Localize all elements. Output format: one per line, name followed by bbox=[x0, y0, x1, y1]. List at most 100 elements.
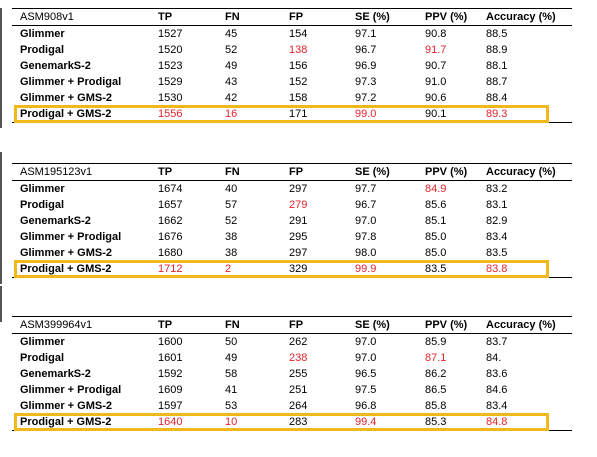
table-cell: 42 bbox=[225, 92, 238, 104]
table-cell: 295 bbox=[289, 231, 308, 243]
table-cell: 1676 bbox=[158, 231, 183, 243]
table-cell: 50 bbox=[225, 336, 238, 348]
table-cell: 52 bbox=[225, 215, 238, 227]
method-name: Glimmer + Prodigal bbox=[20, 231, 122, 243]
table-cell: 1609 bbox=[158, 384, 183, 396]
method-name: Glimmer + Prodigal bbox=[20, 384, 122, 396]
table-cell: 1597 bbox=[158, 400, 183, 412]
table-header-row: ASM195123v1 TP FN FP SE (%) PPV (%) Accuracy (… bbox=[12, 163, 572, 181]
table-row: Prodigal 1601 49 238 97.0 87.1 84. bbox=[12, 350, 572, 366]
table-cell: 98.0 bbox=[355, 247, 377, 259]
table-cell: 49 bbox=[225, 352, 238, 364]
left-divider-2 bbox=[0, 152, 2, 284]
column-header: FN bbox=[225, 319, 240, 331]
table-cell: 283 bbox=[289, 416, 308, 428]
table-cell: 96.5 bbox=[355, 368, 377, 380]
table-cell: 87.1 bbox=[425, 352, 447, 364]
column-header: FP bbox=[289, 166, 304, 178]
table-cell: 85.3 bbox=[425, 416, 447, 428]
table-cell: 57 bbox=[225, 199, 238, 211]
table-cell: 1527 bbox=[158, 28, 183, 40]
table-header-row: ASM908v1 TP FN FP SE (%) PPV (%) Accuracy (%) bbox=[12, 8, 572, 26]
table-cell: 1662 bbox=[158, 215, 183, 227]
table-cell: 97.1 bbox=[355, 28, 377, 40]
table-cell: 84.6 bbox=[486, 384, 508, 396]
table-cell: 97.3 bbox=[355, 76, 377, 88]
assembly-label: ASM195123v1 bbox=[20, 166, 93, 178]
table-cell: 84.9 bbox=[425, 183, 447, 195]
table-cell: 297 bbox=[289, 183, 308, 195]
table-cell: 85.6 bbox=[425, 199, 447, 211]
table-cell: 83.8 bbox=[486, 263, 508, 275]
column-header: Accuracy (%) bbox=[486, 11, 556, 23]
method-name: Prodigal bbox=[20, 199, 65, 211]
table-cell: 43 bbox=[225, 76, 238, 88]
table-cell: 99.0 bbox=[355, 108, 377, 120]
table-cell: 45 bbox=[225, 28, 238, 40]
table-cell: 171 bbox=[289, 108, 308, 120]
highlight-box bbox=[14, 105, 549, 123]
table-cell: 1657 bbox=[158, 199, 183, 211]
method-name: GenemarkS-2 bbox=[20, 368, 91, 380]
table-cell: 1523 bbox=[158, 60, 183, 72]
table-cell: 88.4 bbox=[486, 92, 508, 104]
table-cell: 90.7 bbox=[425, 60, 447, 72]
table-cell: 97.7 bbox=[355, 183, 377, 195]
column-header: Accuracy (%) bbox=[486, 166, 556, 178]
table-cell: 97.2 bbox=[355, 92, 377, 104]
table-cell: 251 bbox=[289, 384, 308, 396]
table-row: Glimmer + GMS-2 1680 38 297 98.0 85.0 83.5 bbox=[12, 245, 572, 261]
table-cell: 97.0 bbox=[355, 215, 377, 227]
table-header-row: ASM399964v1 TP FN FP SE (%) PPV (%) Accuracy (… bbox=[12, 316, 572, 334]
table-cell: 83.5 bbox=[425, 263, 447, 275]
table-cell: 262 bbox=[289, 336, 308, 348]
column-header: PPV (%) bbox=[425, 319, 468, 331]
table-cell: 83.7 bbox=[486, 336, 508, 348]
table-cell: 1530 bbox=[158, 92, 183, 104]
table-cell: 53 bbox=[225, 400, 238, 412]
table-cell: 85.0 bbox=[425, 231, 447, 243]
column-header: Accuracy (%) bbox=[486, 319, 556, 331]
column-header: SE (%) bbox=[355, 11, 390, 23]
table-cell: 138 bbox=[289, 44, 308, 56]
table-cell: 83.4 bbox=[486, 231, 508, 243]
table-cell: 85.0 bbox=[425, 247, 447, 259]
table-cell: 1680 bbox=[158, 247, 183, 259]
highlight-box bbox=[14, 260, 549, 278]
table-cell: 97.0 bbox=[355, 352, 377, 364]
table-row: GenemarkS-2 1523 49 156 96.9 90.7 88.1 bbox=[12, 58, 572, 74]
table-cell: 88.5 bbox=[486, 28, 508, 40]
table-cell: 97.8 bbox=[355, 231, 377, 243]
table-cell: 86.2 bbox=[425, 368, 447, 380]
method-name: Glimmer + GMS-2 bbox=[20, 400, 113, 412]
table-cell: 329 bbox=[289, 263, 308, 275]
table-cell: 85.1 bbox=[425, 215, 447, 227]
table-cell: 279 bbox=[289, 199, 308, 211]
table-cell: 1592 bbox=[158, 368, 183, 380]
table-cell: 88.7 bbox=[486, 76, 508, 88]
table-cell: 58 bbox=[225, 368, 238, 380]
table-cell: 264 bbox=[289, 400, 308, 412]
table-cell: 255 bbox=[289, 368, 308, 380]
table-row: GenemarkS-2 1592 58 255 96.5 86.2 83.6 bbox=[12, 366, 572, 382]
method-name: GenemarkS-2 bbox=[20, 215, 91, 227]
assembly-label: ASM399964v1 bbox=[20, 319, 93, 331]
table-row: Prodigal 1657 57 279 96.7 85.6 83.1 bbox=[12, 197, 572, 213]
table-cell: 86.5 bbox=[425, 384, 447, 396]
table-row: Glimmer + GMS-2 1597 53 264 96.8 85.8 83.4 bbox=[12, 398, 572, 414]
table-row: GenemarkS-2 1662 52 291 97.0 85.1 82.9 bbox=[12, 213, 572, 229]
table-cell: 91.7 bbox=[425, 44, 447, 56]
table-cell: 1556 bbox=[158, 108, 183, 120]
table-cell: 90.8 bbox=[425, 28, 447, 40]
column-header: TP bbox=[158, 11, 173, 23]
table-cell: 1640 bbox=[158, 416, 183, 428]
table-cell: 2 bbox=[225, 263, 232, 275]
table-cell: 88.1 bbox=[486, 60, 508, 72]
table-cell: 90.6 bbox=[425, 92, 447, 104]
results-table: ASM908v1 TP FN FP SE (%) PPV (%) Accuracy (%) G… bbox=[12, 8, 572, 123]
column-header: FN bbox=[225, 166, 240, 178]
table-cell: 154 bbox=[289, 28, 308, 40]
table-row: Glimmer + GMS-2 1530 42 158 97.2 90.6 88.4 bbox=[12, 90, 572, 106]
left-divider-1 bbox=[0, 8, 2, 128]
table-cell: 99.4 bbox=[355, 416, 377, 428]
